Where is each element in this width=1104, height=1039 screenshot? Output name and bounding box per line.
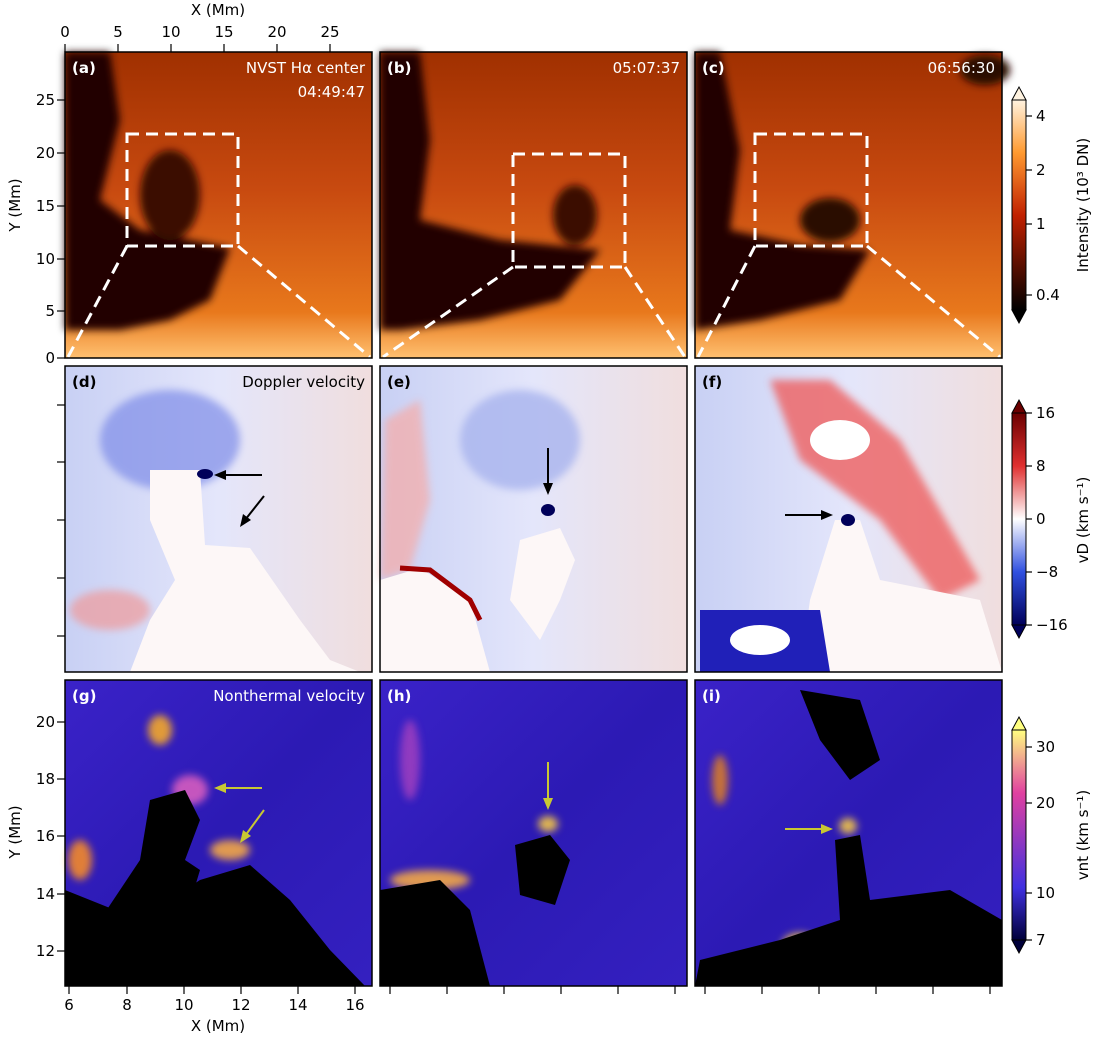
svg-text:15: 15 (214, 23, 233, 41)
svg-text:−16: −16 (1036, 616, 1068, 634)
zoom-box-c (753, 132, 869, 248)
panel-f-label: (f) (702, 373, 722, 391)
svg-text:4: 4 (1036, 107, 1046, 125)
svg-text:10: 10 (161, 23, 180, 41)
svg-text:1: 1 (1036, 215, 1046, 233)
svg-text:30: 30 (1036, 738, 1055, 756)
zoom-box-a (125, 132, 240, 248)
colorbar-doppler-label: vD (km s⁻¹) (1074, 477, 1092, 564)
panel-e: (e) (379, 365, 688, 673)
panel-i: (i) (694, 679, 1003, 987)
svg-text:16: 16 (1036, 404, 1055, 422)
svg-text:5: 5 (45, 302, 55, 320)
svg-text:20: 20 (267, 23, 286, 41)
svg-text:20: 20 (36, 144, 55, 162)
svg-text:0: 0 (45, 349, 55, 367)
top-y-axis-label: Y (Mm) (6, 178, 24, 232)
bottom-y-ticks: 12 14 16 18 20 (36, 713, 65, 960)
svg-text:8: 8 (1036, 457, 1046, 475)
svg-text:18: 18 (36, 770, 55, 788)
colorbar-doppler: 16 8 0 −8 −16 vD (km s⁻¹) (1011, 398, 1092, 640)
svg-text:2: 2 (1036, 161, 1046, 179)
panel-f: (f) (694, 365, 1003, 673)
bottom-x-axis-label: X (Mm) (191, 1017, 245, 1035)
panel-b-time: 05:07:37 (613, 59, 680, 77)
svg-text:8: 8 (122, 996, 132, 1014)
svg-text:0: 0 (1036, 510, 1046, 528)
svg-text:16: 16 (345, 996, 364, 1014)
svg-text:16: 16 (36, 827, 55, 845)
svg-text:15: 15 (36, 197, 55, 215)
panel-d-title: Doppler velocity (242, 373, 365, 391)
colorbar-intensity: 4 2 1 0.4 Intensity (10³ DN) (1011, 85, 1092, 325)
panel-d-label: (d) (72, 373, 96, 391)
bottom-y-axis-label: Y (Mm) (6, 805, 24, 859)
svg-text:0: 0 (60, 23, 70, 41)
svg-text:20: 20 (36, 713, 55, 731)
svg-text:14: 14 (36, 885, 55, 903)
svg-text:25: 25 (36, 91, 55, 109)
svg-text:10: 10 (1036, 884, 1055, 902)
panel-c-time: 06:56:30 (928, 59, 995, 77)
panel-a: (a) NVST Hα center 04:49:47 (64, 51, 373, 359)
svg-text:0.4: 0.4 (1036, 286, 1060, 304)
top-x-ticks: 0 5 10 15 20 25 (60, 23, 340, 52)
panel-e-label: (e) (387, 373, 411, 391)
colorbar-intensity-label: Intensity (10³ DN) (1074, 138, 1092, 272)
colorbar-nonthermal-label: vnt (km s⁻¹) (1074, 790, 1092, 881)
colorbar-nonthermal: 30 20 10 7 vnt (km s⁻¹) (1011, 715, 1092, 955)
svg-text:−8: −8 (1036, 563, 1058, 581)
top-y-ticks: 0 5 10 15 20 25 (36, 91, 65, 367)
panel-a-label: (a) (72, 59, 96, 77)
panel-a-time: 04:49:47 (298, 83, 365, 101)
panel-c-label: (c) (702, 59, 725, 77)
svg-text:6: 6 (64, 996, 74, 1014)
panel-h: (h) (379, 679, 688, 987)
svg-text:10: 10 (36, 250, 55, 268)
panel-d: (d) Doppler velocity (64, 365, 373, 673)
svg-text:5: 5 (113, 23, 123, 41)
panel-b: (b) 05:07:37 (379, 51, 688, 359)
svg-text:12: 12 (231, 996, 250, 1014)
panel-c: (c) 06:56:30 (694, 51, 1010, 359)
panel-h-label: (h) (387, 687, 411, 705)
svg-text:25: 25 (320, 23, 339, 41)
panel-g-label: (g) (72, 687, 96, 705)
panel-g: (g) Nonthermal velocity (64, 679, 373, 987)
svg-text:10: 10 (174, 996, 193, 1014)
bottom-x-ticks: 6 8 10 12 14 16 (64, 986, 991, 1014)
panel-b-label: (b) (387, 59, 411, 77)
svg-text:7: 7 (1036, 931, 1046, 949)
svg-text:12: 12 (36, 942, 55, 960)
svg-text:14: 14 (288, 996, 307, 1014)
panel-g-title: Nonthermal velocity (213, 687, 365, 705)
panel-i-label: (i) (702, 687, 721, 705)
top-x-axis-label: X (Mm) (191, 1, 245, 19)
svg-text:20: 20 (1036, 794, 1055, 812)
row2-y-ticks (57, 404, 65, 637)
panel-a-title: NVST Hα center (246, 59, 366, 77)
